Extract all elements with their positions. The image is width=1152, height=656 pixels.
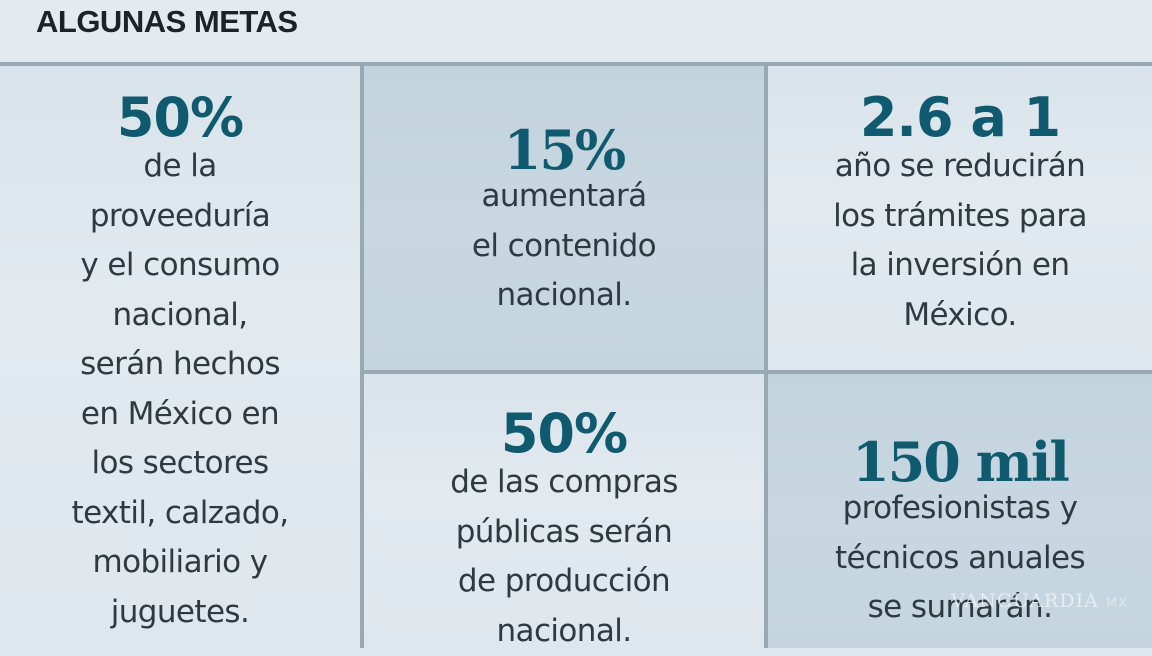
goal-description: de las compras públicas serán de producc… bbox=[450, 464, 678, 649]
goal-description: profesionistas y técnicos anuales se sum… bbox=[834, 490, 1086, 625]
goal-description: aumentará el contenido nacional. bbox=[471, 178, 657, 313]
goal-card-public-purchases: 50% de las compras públicas serán de pro… bbox=[364, 374, 764, 649]
goal-card-professionals: 150 mil profesionistas y técnicos anuale… bbox=[768, 374, 1152, 648]
watermark-logo: VANGUARDIA MX bbox=[951, 590, 1128, 612]
page-title: ALGUNAS METAS bbox=[36, 4, 298, 39]
goal-value: 150 mil bbox=[852, 430, 1070, 494]
goal-description: de la proveeduría y el consumo nacional,… bbox=[71, 148, 290, 630]
goal-value: 2.6 a 1 bbox=[859, 86, 1061, 149]
watermark-suffix: MX bbox=[1105, 596, 1128, 611]
goal-card-procedures: 2.6 a 1 año se reducirán los trámites pa… bbox=[768, 66, 1152, 370]
watermark-text: VANGUARDIA bbox=[950, 590, 1099, 612]
goal-value: 15% bbox=[503, 118, 626, 182]
goal-card-national-content: 15% aumentará el contenido nacional. bbox=[364, 66, 764, 370]
header-band: ALGUNAS METAS bbox=[0, 0, 1152, 62]
goal-value: 50% bbox=[116, 86, 244, 149]
goal-description: año se reducirán los trámites para la in… bbox=[833, 148, 1087, 333]
goal-card-supply: 50% de la proveeduría y el consumo nacio… bbox=[0, 66, 360, 648]
goal-value: 50% bbox=[500, 402, 628, 465]
